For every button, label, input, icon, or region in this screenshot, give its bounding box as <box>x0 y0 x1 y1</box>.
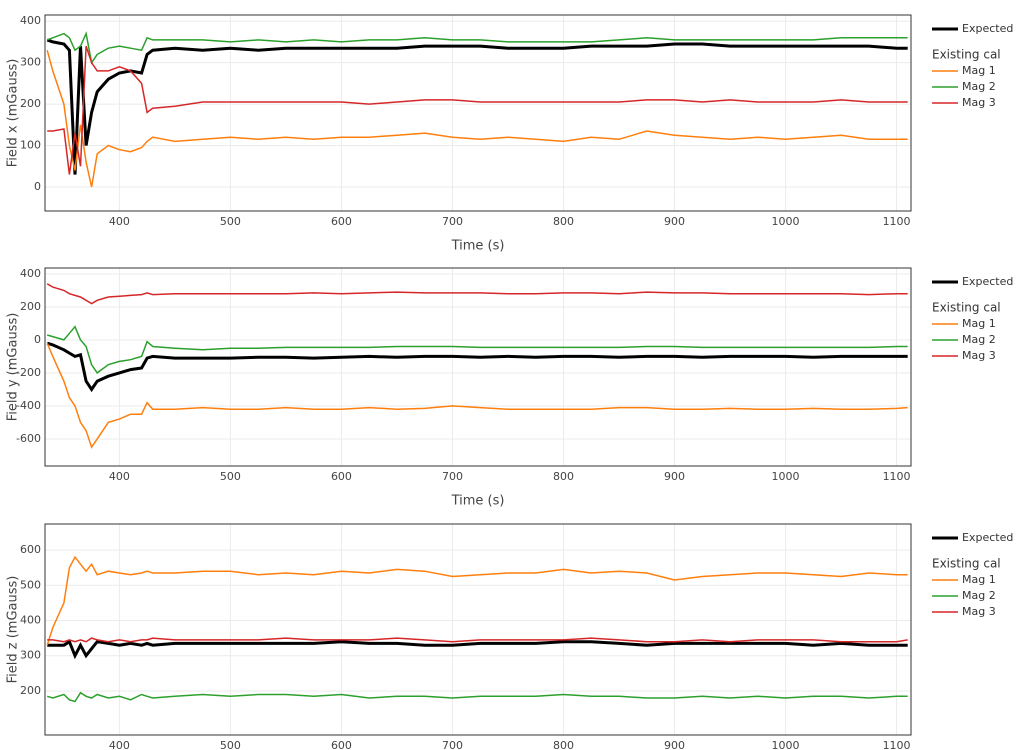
x-tick-label: 1000 <box>772 739 800 750</box>
subplot: 400 500 600 700 800 900 1000 1100 -600 -400 -200 0 2… <box>6 267 1014 509</box>
y-tick-label: 600 <box>20 543 41 556</box>
x-tick-label: 1100 <box>883 215 911 228</box>
legend-label: Mag 2 <box>962 589 996 602</box>
legend-label: Mag 1 <box>962 317 996 330</box>
series-line <box>46 325 908 374</box>
x-tick-label: 900 <box>664 215 685 228</box>
x-axis-title: Time (s) <box>451 494 505 509</box>
x-tick-label: 400 <box>109 470 130 483</box>
x-tick-label: 500 <box>220 739 241 750</box>
subplot: 400 500 600 700 800 900 1000 1100 200 300 400 500 60… <box>6 523 1013 750</box>
x-tick-label: 600 <box>331 470 352 483</box>
series-line <box>47 639 908 660</box>
legend-label: Mag 2 <box>962 80 996 93</box>
subplot: 400 500 600 700 800 900 1000 1100 0 100 200 300 400 F… <box>6 14 1014 253</box>
x-tick-label: 1100 <box>883 739 911 750</box>
plot-frame <box>44 267 912 467</box>
y-tick-label: 200 <box>20 97 41 110</box>
y-tick-label: -200 <box>16 366 41 379</box>
plot-frame <box>44 523 912 736</box>
y-tick-label: 300 <box>20 56 41 69</box>
legend-title: Existing cal <box>932 48 1001 62</box>
y-axis-title: Field z (mGauss) <box>6 576 21 684</box>
y-tick-label: 400 <box>20 14 41 27</box>
x-tick-label: 900 <box>664 470 685 483</box>
series-line <box>46 283 908 305</box>
series-line <box>47 45 908 175</box>
legend-label: Expected <box>962 531 1013 544</box>
x-tick-label: 800 <box>553 470 574 483</box>
legend-label: Mag 1 <box>962 573 996 586</box>
series-line <box>47 637 908 643</box>
x-tick-label: 600 <box>331 739 352 750</box>
x-tick-label: 800 <box>553 739 574 750</box>
x-axis-title: Time (s) <box>451 239 505 254</box>
x-tick-label: 900 <box>664 739 685 750</box>
series-line <box>46 38 908 175</box>
series-line <box>46 691 908 703</box>
series-line <box>46 341 908 393</box>
legend-label: Expected <box>962 22 1013 35</box>
x-tick-label: 1000 <box>772 470 800 483</box>
legend-label: Expected <box>962 275 1013 288</box>
x-tick-label: 400 <box>109 215 130 228</box>
x-tick-label: 800 <box>553 215 574 228</box>
y-tick-label: 400 <box>20 267 41 280</box>
x-tick-label: 400 <box>109 739 130 750</box>
y-tick-label: 100 <box>20 139 41 152</box>
y-axis-title: Field y (mGauss) <box>6 313 21 422</box>
x-tick-label: 1100 <box>883 470 911 483</box>
x-tick-label: 600 <box>331 215 352 228</box>
legend-label: Mag 3 <box>962 605 996 618</box>
y-tick-label: 200 <box>20 300 41 313</box>
legend-label: Mag 1 <box>962 64 996 77</box>
y-tick-label: -600 <box>16 432 41 445</box>
x-tick-label: 700 <box>442 215 463 228</box>
x-tick-label: 700 <box>442 739 463 750</box>
x-tick-label: 500 <box>220 215 241 228</box>
legend-title: Existing cal <box>932 301 1001 315</box>
x-tick-label: 700 <box>442 470 463 483</box>
series-line <box>46 555 908 646</box>
legend-label: Mag 3 <box>962 96 996 109</box>
legend-title: Existing cal <box>932 557 1001 571</box>
x-tick-label: 1000 <box>772 215 800 228</box>
y-tick-label: 0 <box>34 333 41 346</box>
legend-label: Mag 2 <box>962 333 996 346</box>
y-axis-title: Field x (mGauss) <box>6 59 21 168</box>
y-tick-label: 300 <box>20 649 41 662</box>
y-tick-label: 0 <box>34 180 41 193</box>
y-tick-label: 200 <box>20 684 41 697</box>
series-line <box>46 50 908 188</box>
legend-label: Mag 3 <box>962 349 996 362</box>
plot-frame <box>44 14 912 212</box>
y-tick-label: -400 <box>16 399 41 412</box>
y-tick-label: 400 <box>20 614 41 627</box>
series-line <box>46 342 908 449</box>
x-tick-label: 500 <box>220 470 241 483</box>
y-tick-label: 500 <box>20 578 41 591</box>
